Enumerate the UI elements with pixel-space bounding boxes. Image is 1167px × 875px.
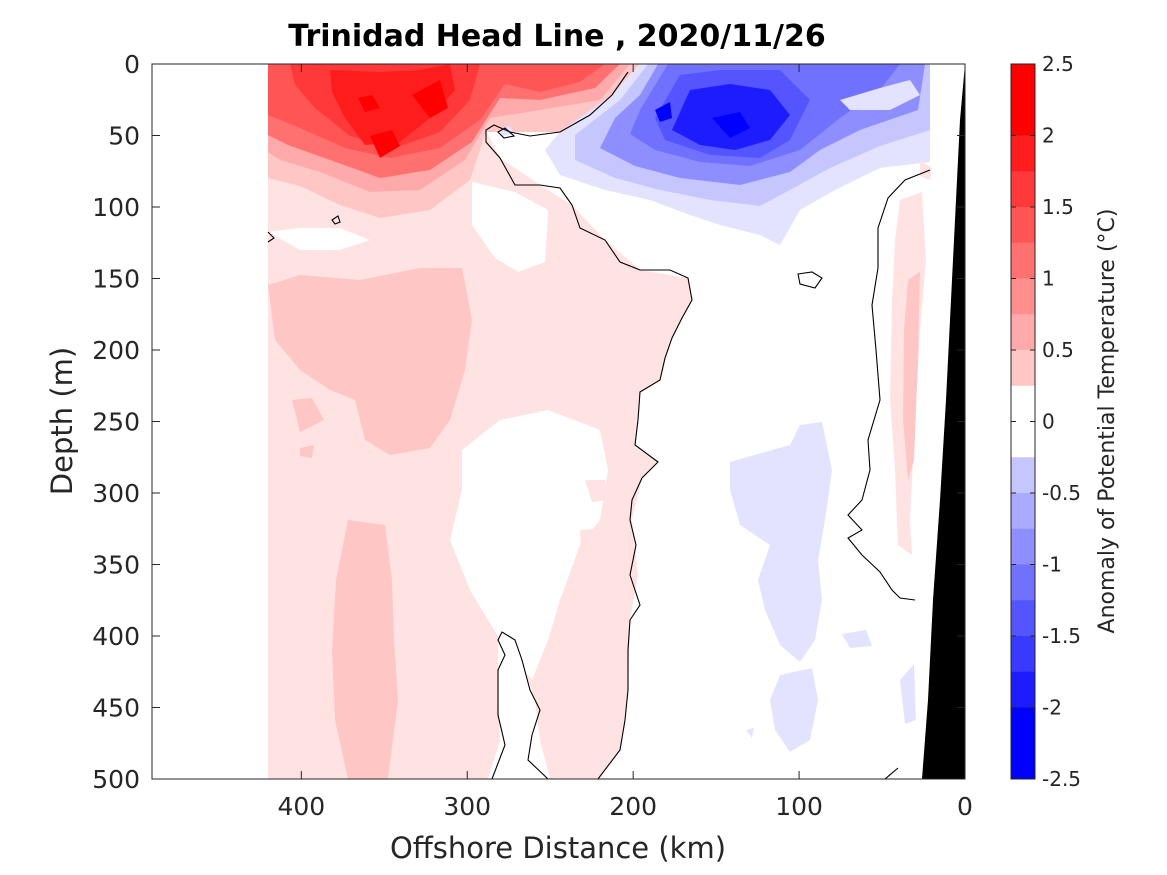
colorbar-tick-label: 0.5 — [1042, 338, 1074, 362]
colorbar-band — [1011, 707, 1035, 744]
contour-region-6 — [300, 445, 314, 458]
colorbar-tick-label: -2.5 — [1042, 767, 1081, 791]
y-tick-label: 100 — [92, 193, 140, 222]
y-axis: 0 50 100 150 200 250 300 350 400 450 500 — [92, 50, 965, 794]
colorbar-tick-label: -1 — [1042, 553, 1062, 577]
contour-region-25 — [840, 80, 920, 110]
x-axis-label: Offshore Distance (km) — [390, 831, 726, 865]
contour-fill-layer — [268, 64, 932, 779]
colorbar-band — [1011, 493, 1035, 530]
colorbar-tick-label: 0 — [1042, 410, 1055, 434]
contour-region-7 — [332, 520, 398, 779]
colorbar-band — [1011, 528, 1035, 565]
x-tick-label: 0 — [957, 792, 973, 821]
colorbar-label: Anomaly of Potential Temperature (°C) — [1095, 209, 1120, 634]
contour-region-30 — [746, 728, 754, 738]
colorbar-tick-label: 2.5 — [1042, 52, 1074, 76]
zero-contour-deep-loop — [491, 631, 549, 779]
zero-contour-blob-a — [797, 271, 823, 289]
contour-region-16 — [370, 130, 400, 158]
zero-contour-nearshore — [847, 169, 931, 601]
x-tick-label: 300 — [443, 792, 491, 821]
contour-region-4 — [268, 268, 472, 455]
colorbar-band — [1011, 385, 1035, 422]
contour-region-28 — [770, 668, 818, 752]
contour-region-36 — [920, 160, 932, 180]
contour-region-35 — [585, 480, 608, 502]
contour-region-24 — [655, 102, 672, 122]
colorbar-band — [1011, 421, 1035, 458]
contour-region-23 — [712, 112, 750, 138]
contour-region-14 — [358, 95, 380, 112]
y-tick-label: 300 — [92, 479, 140, 508]
contour-region-2 — [472, 182, 548, 272]
colorbar-tick-label: -0.5 — [1042, 481, 1081, 505]
contour-region-5 — [292, 398, 324, 432]
colorbar-band — [1011, 636, 1035, 673]
zero-contour-blob-d — [497, 127, 516, 139]
contour-region-29 — [900, 664, 916, 724]
contour-region-1 — [268, 228, 370, 250]
colorbar-tick-label: -2 — [1042, 696, 1062, 720]
y-tick-label: 250 — [92, 408, 140, 437]
colorbar-band — [1011, 99, 1035, 136]
colorbar-band — [1011, 64, 1035, 101]
colorbar-band — [1011, 600, 1035, 637]
colorbar-band — [1011, 457, 1035, 494]
colorbar-band — [1011, 350, 1035, 387]
colorbar-band — [1011, 278, 1035, 315]
colorbar-band — [1011, 135, 1035, 172]
contour-region-27 — [842, 630, 872, 648]
colorbar-tick-label: -1.5 — [1042, 624, 1081, 648]
y-tick-label: 150 — [92, 265, 140, 294]
zero-contour-blob-b — [331, 215, 341, 225]
contour-region-15 — [412, 80, 448, 118]
zero-contour-blob-c — [267, 231, 275, 243]
y-tick-label: 350 — [92, 551, 140, 580]
x-tick-label: 100 — [775, 792, 823, 821]
colorbar-tick-label: 1.5 — [1042, 195, 1074, 219]
y-tick-label: 0 — [124, 50, 140, 79]
colorbar-tick-label: 2 — [1042, 124, 1055, 148]
contour-region-33 — [903, 272, 920, 480]
x-tick-label: 400 — [277, 792, 325, 821]
x-axis: 400 300 200 100 0 — [277, 64, 973, 821]
y-tick-label: 400 — [92, 622, 140, 651]
colorbar-tick-label: 1 — [1042, 267, 1055, 291]
zero-contour-lines — [267, 71, 931, 779]
colorbar-band — [1011, 671, 1035, 708]
contour-region-13 — [330, 64, 455, 145]
contour-region-3 — [450, 410, 608, 680]
colorbar-band — [1011, 242, 1035, 279]
zero-contour-main — [485, 71, 693, 779]
y-axis-label: Depth (m) — [45, 347, 79, 495]
y-tick-label: 500 — [92, 765, 140, 794]
y-tick-label: 50 — [108, 122, 140, 151]
colorbar-band — [1011, 564, 1035, 601]
colorbar-band — [1011, 743, 1035, 780]
contour-region-34 — [580, 528, 606, 575]
x-tick-label: 200 — [609, 792, 657, 821]
seafloor-bathymetry — [922, 64, 965, 779]
colorbar-band — [1011, 314, 1035, 351]
zero-contour-bottom-right — [884, 767, 899, 779]
contour-region-26 — [730, 422, 832, 662]
y-tick-label: 450 — [92, 694, 140, 723]
colorbar-band — [1011, 207, 1035, 244]
chart-title: Trinidad Head Line , 2020/11/26 — [288, 19, 825, 54]
colorbar: 2.5 2 1.5 1 0.5 0 -0.5 -1 -1.5 -2 -2.5 — [1010, 52, 1081, 791]
y-tick-label: 200 — [92, 336, 140, 365]
colorbar-band — [1011, 171, 1035, 208]
